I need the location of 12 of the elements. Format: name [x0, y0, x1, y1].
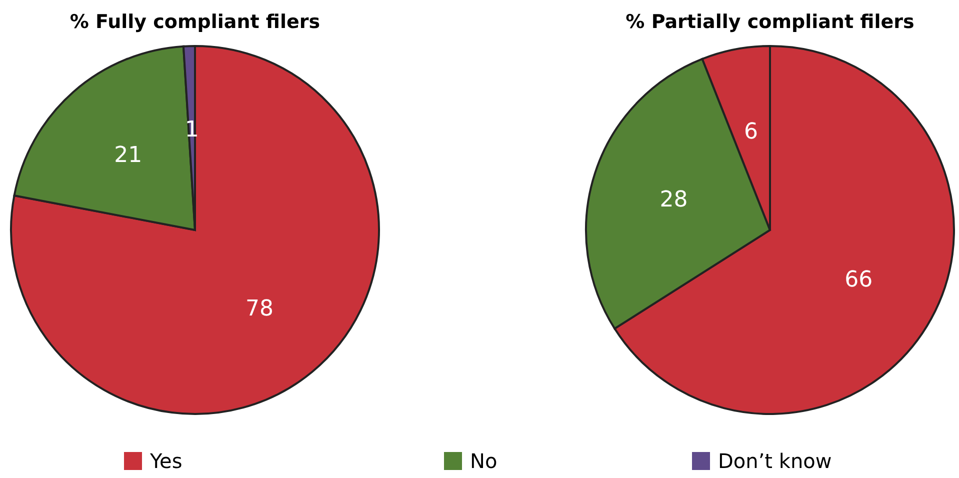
data-label: 6	[744, 119, 758, 144]
data-label: 21	[114, 142, 142, 168]
legend-label: No	[470, 449, 498, 473]
legend-label: Don’t know	[718, 449, 832, 473]
data-label: 1	[184, 118, 199, 143]
data-label: 78	[246, 296, 274, 322]
pie-slice	[10, 45, 380, 415]
data-label: 28	[660, 187, 688, 212]
data-label: 66	[844, 267, 873, 292]
chart-title: % Partially compliant filers	[626, 11, 914, 33]
legend-label: Yes	[149, 449, 182, 473]
chart-title: % Fully compliant filers	[70, 11, 320, 33]
